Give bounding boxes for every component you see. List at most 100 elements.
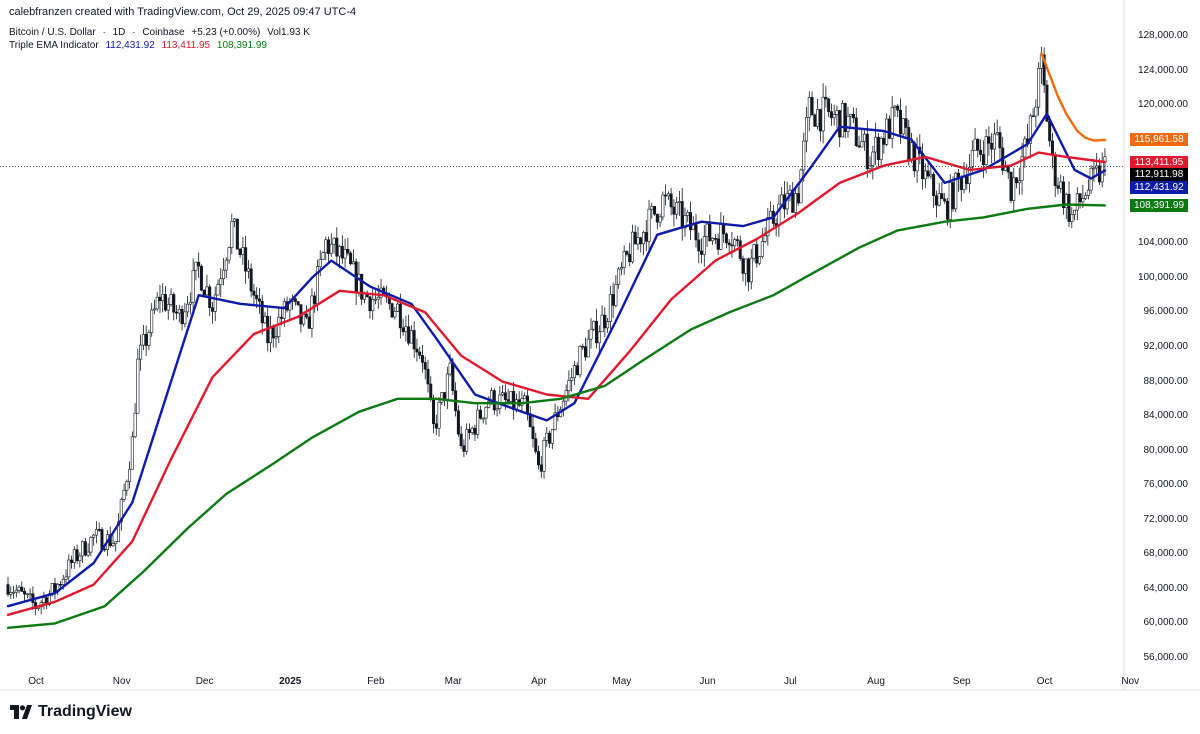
- candle-up: [937, 193, 941, 206]
- candle-up: [793, 193, 797, 213]
- candle-down: [175, 311, 179, 314]
- indicator-value-fast: 112,431.92: [105, 40, 155, 51]
- candle: [327, 236, 331, 262]
- candle: [117, 513, 121, 542]
- candle: [940, 181, 944, 200]
- candle-up: [1059, 181, 1063, 189]
- candle-up: [835, 110, 839, 115]
- candle: [83, 537, 87, 557]
- candle: [1050, 132, 1054, 169]
- symbol-name[interactable]: Bitcoin / U.S. Dollar: [9, 27, 96, 38]
- symbol-exchange: Coinbase: [142, 27, 185, 38]
- candle: [152, 299, 156, 315]
- candle: [600, 305, 604, 333]
- candle: [749, 249, 753, 290]
- candle-down: [420, 355, 424, 363]
- candle: [128, 461, 132, 489]
- candle: [155, 291, 159, 312]
- indicator-name[interactable]: Triple EMA Indicator: [9, 40, 99, 51]
- candle: [169, 288, 173, 307]
- candle: [619, 262, 623, 276]
- symbol-change: +5.23 (+0.00%): [191, 27, 261, 38]
- candle-down: [755, 244, 759, 264]
- candle-down: [625, 251, 629, 255]
- candle-down: [398, 303, 402, 329]
- candle-up: [608, 294, 612, 322]
- candle: [799, 168, 803, 204]
- y-tick-label: 72,000.00: [1143, 513, 1189, 525]
- candle: [937, 182, 941, 207]
- candle-up: [205, 286, 209, 296]
- candle: [175, 305, 179, 320]
- candle: [42, 591, 46, 610]
- y-tick-label: 64,000.00: [1143, 582, 1189, 594]
- candle: [534, 432, 538, 454]
- candle-down: [210, 307, 214, 312]
- candle-up: [222, 269, 226, 280]
- candle-up: [614, 284, 618, 306]
- candle: [1020, 142, 1024, 195]
- candle: [777, 194, 781, 237]
- candle: [78, 552, 82, 568]
- candle: [1017, 167, 1021, 195]
- candle-up: [849, 114, 853, 117]
- candle: [219, 268, 223, 298]
- candle-down: [97, 529, 101, 531]
- candle-up: [860, 141, 864, 148]
- candle-down: [1053, 155, 1057, 186]
- candle-up: [744, 258, 748, 274]
- symbol-interval[interactable]: 1D: [112, 27, 126, 38]
- candle-up: [61, 578, 65, 585]
- candle-up: [752, 244, 756, 259]
- candle-up: [606, 321, 610, 329]
- candle-up: [973, 138, 977, 151]
- candle: [545, 427, 549, 447]
- candle-up: [393, 311, 397, 318]
- candle: [478, 405, 482, 420]
- candle-down: [1042, 54, 1046, 86]
- x-tick-label: Nov: [1121, 676, 1140, 687]
- candle: [722, 215, 726, 243]
- candle: [252, 283, 256, 305]
- candle-up: [155, 296, 159, 310]
- candle-down: [548, 432, 552, 444]
- candle: [216, 279, 220, 296]
- candle-up: [578, 345, 582, 376]
- candle-up: [17, 586, 21, 591]
- candle: [655, 213, 659, 230]
- candle-down: [401, 327, 405, 333]
- candle-up: [277, 316, 281, 338]
- x-tick-label: Mar: [444, 676, 462, 687]
- candle: [335, 227, 339, 265]
- y-tick-label: 76,000.00: [1143, 479, 1189, 491]
- candle-up: [227, 247, 231, 261]
- candle: [373, 290, 377, 305]
- candle: [476, 403, 480, 439]
- candle: [970, 140, 974, 173]
- candle-up: [769, 210, 773, 218]
- candle-up: [1028, 115, 1032, 144]
- candle-down: [700, 250, 704, 255]
- x-tick-label: Oct: [1036, 676, 1053, 687]
- candle: [263, 311, 267, 324]
- candle-up: [125, 481, 129, 491]
- candle-up: [962, 175, 966, 190]
- candle: [1037, 62, 1041, 116]
- candle-up: [72, 549, 76, 563]
- indicator-legend[interactable]: Triple EMA Indicator 112,431.92 113,411.…: [9, 40, 271, 51]
- candle-down: [581, 345, 585, 348]
- candle-down: [708, 223, 712, 242]
- candle-down: [981, 154, 985, 165]
- candle: [409, 325, 413, 344]
- tradingview-logo[interactable]: TradingView: [10, 703, 132, 721]
- candle: [1001, 136, 1005, 176]
- candle: [829, 103, 833, 126]
- candle: [802, 132, 806, 182]
- candle: [791, 182, 795, 213]
- candle-down: [1050, 140, 1054, 156]
- candle-down: [335, 237, 339, 257]
- candle-down: [628, 253, 632, 263]
- candle: [528, 406, 532, 428]
- candle-down: [882, 138, 886, 145]
